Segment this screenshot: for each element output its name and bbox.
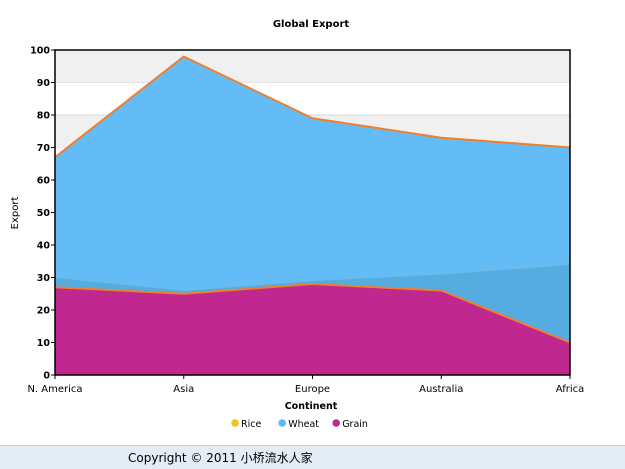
- x-tick-label: Asia: [173, 384, 194, 395]
- y-tick-label: 80: [37, 111, 51, 122]
- legend-marker: [231, 419, 239, 427]
- legend-label: Rice: [241, 419, 261, 430]
- x-tick-label: Australia: [419, 384, 463, 395]
- legend-marker: [278, 419, 287, 427]
- y-tick-label: 60: [37, 176, 51, 187]
- legend-item-wheat: Wheat: [278, 419, 319, 430]
- legend-label: Grain: [342, 419, 368, 430]
- y-tick-label: 100: [30, 46, 50, 57]
- legend-label: Wheat: [288, 419, 319, 430]
- x-axis-ticks: N. America Asia Europe Australia Africa: [27, 375, 584, 395]
- y-tick-label: 90: [37, 78, 51, 89]
- copyright-text: Copyright © 2011 小桥流水人家: [128, 451, 313, 465]
- area-grain: [55, 284, 570, 375]
- legend-marker: [332, 419, 341, 427]
- x-tick-label: Europe: [295, 384, 330, 395]
- series-layer: [55, 56, 570, 375]
- y-tick-label: 30: [37, 273, 51, 284]
- x-tick-label: Africa: [556, 384, 585, 395]
- y-axis-ticks: 0 10 20 30 40 50 60 70 80 90 100: [30, 46, 55, 382]
- line-layer: [54, 55, 571, 344]
- chart-title: Global Export: [273, 19, 350, 30]
- y-tick-label: 20: [37, 306, 51, 317]
- y-tick-label: 0: [43, 371, 50, 382]
- y-tick-label: 40: [37, 241, 51, 252]
- y-axis-label: Export: [10, 197, 21, 230]
- legend-item-grain: Grain: [332, 419, 368, 430]
- y-tick-label: 70: [37, 143, 51, 154]
- footer-bar: Copyright © 2011 小桥流水人家: [0, 445, 625, 469]
- grid-band: [55, 50, 570, 83]
- legend: Rice Wheat Grain: [231, 419, 368, 430]
- area-chart: Global Export 0 10 20 30 40 50 60 70 80 90 100 N. …: [10, 19, 584, 430]
- x-axis-label: Continent: [285, 401, 338, 412]
- line-grain: [54, 283, 571, 344]
- line-wheat: [54, 55, 571, 159]
- legend-item-rice: Rice: [231, 419, 261, 430]
- y-tick-label: 50: [37, 208, 51, 219]
- y-tick-label: 10: [37, 338, 51, 349]
- x-tick-label: N. America: [27, 384, 82, 395]
- line-rice: [54, 264, 571, 292]
